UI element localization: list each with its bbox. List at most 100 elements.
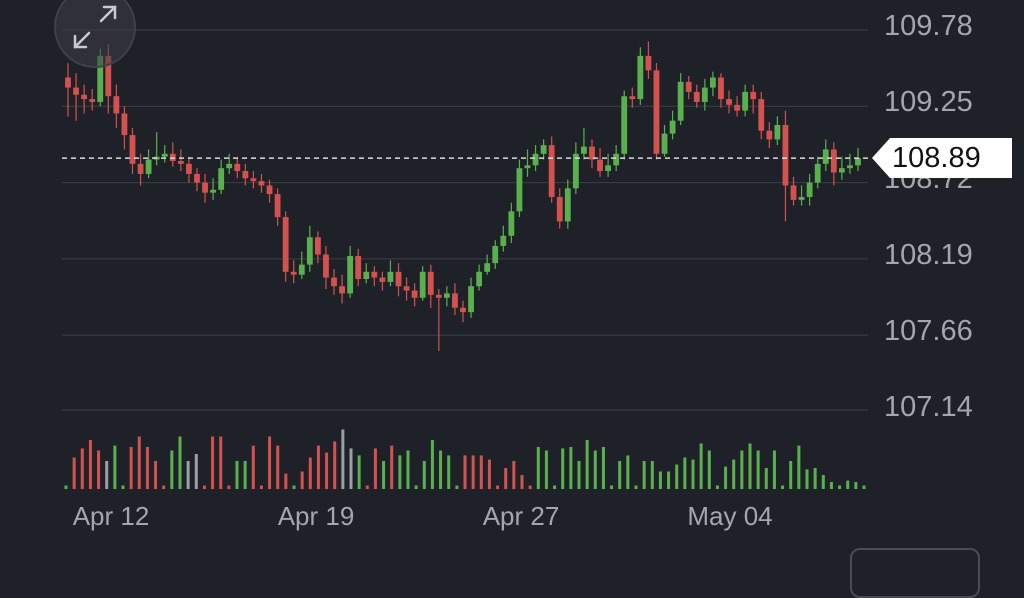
candle-body bbox=[419, 271, 426, 298]
current-price-label: 108.89 bbox=[892, 142, 981, 175]
x-tick-label: Apr 27 bbox=[482, 501, 560, 531]
volume-bar bbox=[520, 475, 524, 489]
expand-chart-button[interactable] bbox=[54, 0, 136, 68]
volume-bar bbox=[463, 455, 467, 489]
x-tick-label: May 04 bbox=[687, 501, 773, 531]
volume-bar bbox=[162, 485, 166, 489]
candle bbox=[685, 76, 692, 100]
volume-bar bbox=[284, 473, 288, 489]
volume-bar bbox=[829, 482, 833, 489]
candle-body bbox=[323, 254, 329, 278]
volume-bar bbox=[471, 455, 475, 489]
candle-body bbox=[677, 81, 684, 121]
candle-body bbox=[161, 153, 168, 157]
candle bbox=[81, 84, 88, 114]
candle bbox=[798, 185, 805, 206]
candle-body bbox=[790, 185, 797, 200]
candle bbox=[282, 211, 289, 282]
candle bbox=[347, 245, 354, 298]
volume-bar bbox=[227, 485, 231, 489]
volume-bar bbox=[585, 440, 589, 489]
volume-bar bbox=[251, 445, 255, 489]
candle bbox=[669, 110, 676, 140]
candle bbox=[113, 84, 120, 128]
volume-bar bbox=[512, 461, 516, 489]
candle-body bbox=[266, 185, 273, 195]
candle bbox=[524, 149, 531, 177]
volume-bar bbox=[781, 485, 785, 489]
volume-bar bbox=[862, 485, 866, 489]
candle bbox=[709, 71, 716, 97]
candle bbox=[637, 47, 644, 105]
y-tick-label: 109.78 bbox=[884, 10, 973, 42]
candle-body bbox=[822, 149, 829, 164]
candle bbox=[701, 78, 708, 111]
volume-bar bbox=[789, 461, 793, 489]
volume-bar bbox=[80, 448, 84, 489]
candle bbox=[210, 178, 217, 200]
candle bbox=[484, 254, 491, 275]
candle-body bbox=[621, 96, 628, 154]
candle bbox=[572, 142, 579, 195]
volume-bar bbox=[772, 450, 776, 489]
volume-bar bbox=[618, 461, 622, 489]
candle bbox=[476, 264, 483, 291]
volume-bars bbox=[64, 429, 866, 489]
candle bbox=[89, 89, 96, 111]
volume-bar bbox=[561, 448, 565, 489]
candle bbox=[500, 225, 507, 252]
candle bbox=[129, 127, 136, 174]
candle-body bbox=[306, 237, 313, 265]
candle-body bbox=[645, 55, 652, 71]
candle bbox=[629, 87, 636, 108]
bottom-right-button[interactable] bbox=[850, 548, 980, 598]
candle-body bbox=[484, 263, 491, 272]
volume-bar bbox=[846, 480, 850, 489]
candle bbox=[750, 84, 757, 114]
candle bbox=[589, 139, 595, 169]
volume-bar bbox=[170, 450, 174, 489]
candle-body bbox=[371, 271, 378, 278]
volume-bar bbox=[373, 448, 377, 489]
candle-body bbox=[258, 181, 265, 186]
candle-body bbox=[137, 163, 144, 174]
candle-body bbox=[847, 165, 853, 169]
volume-bar bbox=[675, 464, 679, 489]
candle-body bbox=[89, 99, 96, 102]
candle bbox=[822, 139, 829, 172]
candle bbox=[403, 277, 410, 301]
candle-body bbox=[460, 307, 466, 313]
candle-body bbox=[427, 271, 434, 295]
candle bbox=[250, 171, 257, 189]
candle bbox=[73, 73, 79, 121]
volume-bar bbox=[487, 459, 491, 489]
candle bbox=[177, 149, 184, 172]
candle bbox=[427, 264, 434, 308]
volume-bar bbox=[854, 482, 858, 489]
candle-body bbox=[274, 194, 281, 218]
candle-body bbox=[290, 271, 297, 275]
candle-body bbox=[798, 196, 805, 200]
volume-bar bbox=[243, 461, 247, 489]
candle bbox=[202, 173, 208, 203]
candle bbox=[540, 139, 547, 160]
candle-body bbox=[234, 163, 241, 172]
volume-bar bbox=[186, 461, 190, 489]
candle bbox=[274, 188, 281, 226]
volume-bar bbox=[610, 485, 614, 489]
volume-bar bbox=[813, 468, 817, 489]
volume-bar bbox=[642, 461, 646, 489]
candle-body bbox=[194, 173, 200, 183]
candle-body bbox=[387, 271, 394, 282]
volume-bar bbox=[178, 436, 182, 489]
candle bbox=[508, 202, 515, 244]
candle-body bbox=[653, 70, 660, 154]
candle bbox=[419, 266, 426, 301]
volume-bar bbox=[113, 445, 117, 489]
volume-bar bbox=[300, 471, 304, 489]
volume-bar bbox=[528, 485, 532, 489]
candle-body bbox=[81, 94, 88, 100]
candlestick-chart[interactable] bbox=[0, 0, 1024, 576]
volume-bar bbox=[422, 461, 426, 489]
candle bbox=[766, 122, 773, 149]
